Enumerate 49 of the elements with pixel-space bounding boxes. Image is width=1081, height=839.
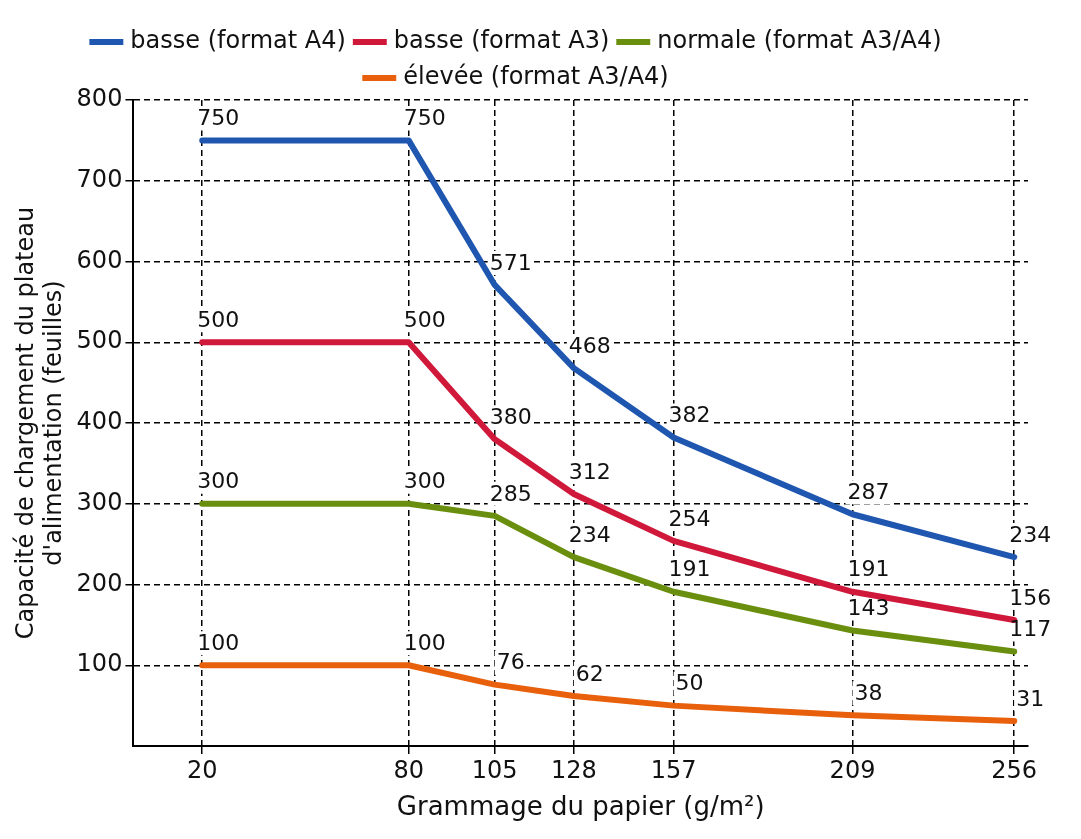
legend-label: élevée (format A3/A4) bbox=[403, 62, 669, 91]
legend-label: basse (format A4) bbox=[130, 26, 346, 55]
x-tick-label: 80 bbox=[393, 755, 424, 784]
data-label: 191 bbox=[668, 556, 711, 582]
y-tick-label: 500 bbox=[76, 326, 123, 355]
x-tick-label: 20 bbox=[186, 755, 218, 784]
data-label: 300 bbox=[197, 468, 240, 494]
x-tick-label: 105 bbox=[471, 755, 518, 784]
y-tick-label: 700 bbox=[76, 164, 123, 193]
data-label: 571 bbox=[489, 249, 532, 275]
y-tick-label: 100 bbox=[76, 649, 123, 678]
data-label: 31 bbox=[1016, 685, 1045, 711]
x-tick-label: 157 bbox=[650, 755, 697, 784]
x-axis-title: Grammage du papier (g/m²) bbox=[396, 791, 765, 822]
data-label: 285 bbox=[489, 480, 532, 506]
data-label: 382 bbox=[668, 402, 711, 428]
data-label: 750 bbox=[197, 105, 240, 131]
data-label: 500 bbox=[197, 306, 240, 332]
data-label: 143 bbox=[847, 595, 890, 621]
data-label: 234 bbox=[568, 521, 611, 547]
data-label: 38 bbox=[854, 680, 883, 706]
data-label: 380 bbox=[489, 403, 532, 429]
x-tick-label: 128 bbox=[550, 755, 597, 784]
data-label: 500 bbox=[403, 306, 446, 332]
data-label: 191 bbox=[847, 556, 890, 582]
data-label: 100 bbox=[197, 629, 240, 655]
data-label: 468 bbox=[568, 332, 611, 358]
y-tick-label: 400 bbox=[76, 407, 123, 436]
y-tick-label: 600 bbox=[76, 245, 123, 274]
data-label: 62 bbox=[575, 660, 604, 686]
legend-label: basse (format A3) bbox=[393, 26, 610, 55]
data-label: 254 bbox=[668, 505, 711, 531]
y-tick-label: 800 bbox=[76, 84, 123, 113]
data-label: 76 bbox=[496, 649, 525, 675]
data-label: 50 bbox=[675, 670, 704, 696]
data-label: 312 bbox=[568, 458, 611, 484]
x-tick-label: 209 bbox=[829, 755, 876, 784]
data-label: 750 bbox=[403, 105, 446, 131]
y-tick-label: 200 bbox=[76, 568, 123, 597]
data-label: 287 bbox=[847, 478, 890, 504]
y-tick-label: 300 bbox=[76, 487, 123, 516]
x-tick-label: 256 bbox=[991, 755, 1038, 784]
legend-label: normale (format A3/A4) bbox=[657, 26, 942, 55]
data-label: 156 bbox=[1009, 584, 1052, 610]
data-label: 234 bbox=[1009, 521, 1052, 547]
y-axis-title: Capacité de chargement du plateau d'alimentation (feuilles) bbox=[10, 206, 68, 640]
data-label: 117 bbox=[1009, 616, 1052, 642]
data-label: 100 bbox=[403, 629, 446, 655]
data-label: 300 bbox=[403, 468, 446, 494]
